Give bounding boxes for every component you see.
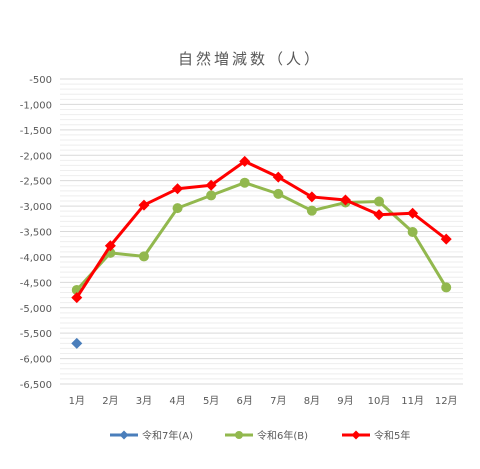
data-point [104, 240, 116, 252]
y-axis: -500 -1,000 -1,500 -2,000 -2,500 -3,000 -3,500… [20, 75, 52, 391]
data-point [205, 179, 217, 191]
data-point [373, 209, 385, 221]
data-point [71, 292, 83, 304]
x-tick-label: 12月 [435, 395, 458, 407]
data-point [374, 196, 385, 207]
legend-swatch-marker [351, 430, 361, 440]
x-tick-label: 6月 [237, 395, 253, 407]
y-tick-label: -5,000 [20, 304, 52, 315]
y-tick-label: -3,500 [20, 228, 52, 239]
y-tick-label: -1,000 [20, 100, 52, 111]
series-line [75, 181, 448, 291]
data-point [138, 199, 150, 211]
y-tick-label: -500 [29, 75, 52, 86]
gridlines [60, 78, 463, 385]
data-point [272, 171, 284, 183]
legend: 令和7年(A) 令和6年(B) 令和5年 [110, 429, 410, 442]
data-point [407, 227, 418, 238]
legend-swatch-marker [119, 430, 129, 440]
y-tick-label: -2,500 [20, 177, 52, 188]
data-point [239, 177, 250, 188]
x-tick-label: 4月 [169, 395, 185, 407]
data-point [239, 155, 251, 167]
x-axis: 1月 2月 3月 4月 5月 6月 7月 8月 9月 10月 11月 12月 [69, 395, 458, 407]
data-point [172, 183, 184, 195]
series-line [75, 159, 448, 299]
legend-label: 令和5年 [374, 429, 410, 442]
y-tick-label: -6,500 [20, 380, 52, 391]
legend-item: 令和7年(A) [110, 429, 193, 442]
x-tick-label: 3月 [136, 395, 152, 407]
x-tick-label: 1月 [69, 395, 85, 407]
y-tick-label: -1,500 [20, 126, 52, 137]
y-tick-label: -6,000 [20, 355, 52, 366]
data-point [441, 282, 452, 293]
y-tick-label: -2,000 [20, 151, 52, 162]
legend-label: 令和6年(B) [257, 429, 308, 442]
legend-item: 令和6年(B) [225, 429, 308, 442]
data-point [407, 207, 419, 219]
series-1 [71, 337, 83, 349]
data-point [273, 188, 284, 199]
legend-swatch-marker [235, 431, 243, 439]
data-point [306, 191, 318, 203]
data-point [440, 233, 452, 245]
data-point [71, 337, 83, 349]
x-tick-label: 2月 [102, 395, 118, 407]
chart-title: 自然増減数（人） [178, 50, 322, 68]
x-tick-label: 9月 [337, 395, 353, 407]
x-tick-label: 7月 [270, 395, 286, 407]
data-point [306, 205, 317, 216]
series-3 [71, 155, 452, 304]
data-point [206, 190, 217, 201]
y-tick-label: -5,500 [20, 329, 52, 340]
legend-item: 令和5年 [342, 429, 410, 442]
x-tick-label: 5月 [203, 395, 219, 407]
y-tick-label: -3,000 [20, 202, 52, 213]
y-tick-label: -4,500 [20, 278, 52, 289]
y-tick-label: -4,000 [20, 253, 52, 264]
data-point [138, 251, 149, 262]
data-point [172, 203, 183, 214]
x-tick-label: 8月 [304, 395, 320, 407]
x-tick-label: 10月 [368, 395, 391, 407]
x-tick-label: 11月 [401, 395, 424, 407]
data-point [339, 194, 351, 206]
plot-area [71, 155, 452, 349]
legend-label: 令和7年(A) [142, 429, 193, 442]
